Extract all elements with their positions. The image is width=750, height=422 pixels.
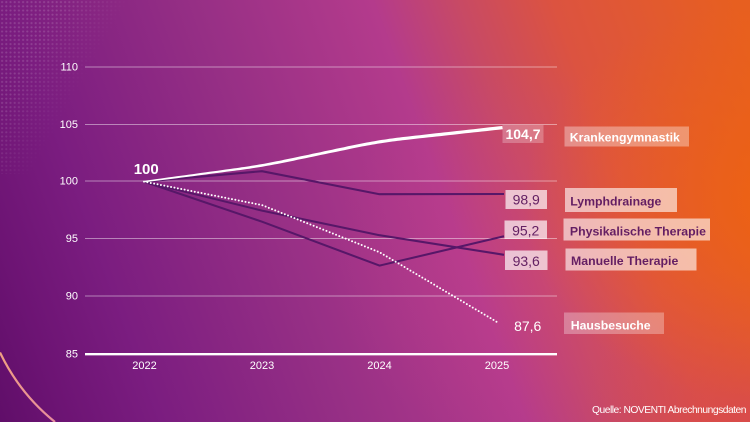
- svg-text:93,6: 93,6: [513, 253, 540, 269]
- svg-text:90: 90: [66, 291, 78, 303]
- svg-text:2025: 2025: [485, 360, 509, 372]
- svg-text:87,6: 87,6: [514, 318, 541, 334]
- svg-text:Manuelle Therapie: Manuelle Therapie: [571, 254, 678, 268]
- svg-text:Lymphdrainage: Lymphdrainage: [570, 194, 661, 208]
- svg-text:Quelle: NOVENTI Abrechnungsdat: Quelle: NOVENTI Abrechnungsdaten: [592, 405, 747, 416]
- svg-text:Krankengymnastik: Krankengymnastik: [570, 130, 680, 144]
- svg-text:Hausbesuche: Hausbesuche: [571, 318, 651, 332]
- svg-text:2023: 2023: [250, 360, 274, 372]
- svg-text:95,2: 95,2: [512, 222, 539, 238]
- svg-text:104,7: 104,7: [505, 126, 540, 142]
- svg-text:98,9: 98,9: [513, 192, 540, 208]
- svg-text:100: 100: [60, 176, 78, 188]
- svg-text:Physikalische Therapie: Physikalische Therapie: [570, 225, 706, 239]
- svg-text:110: 110: [60, 62, 78, 74]
- svg-text:100: 100: [134, 161, 159, 178]
- svg-text:85: 85: [66, 349, 78, 361]
- svg-text:2024: 2024: [367, 360, 391, 372]
- svg-text:2022: 2022: [132, 360, 156, 372]
- svg-text:95: 95: [66, 233, 78, 245]
- svg-text:105: 105: [60, 119, 78, 131]
